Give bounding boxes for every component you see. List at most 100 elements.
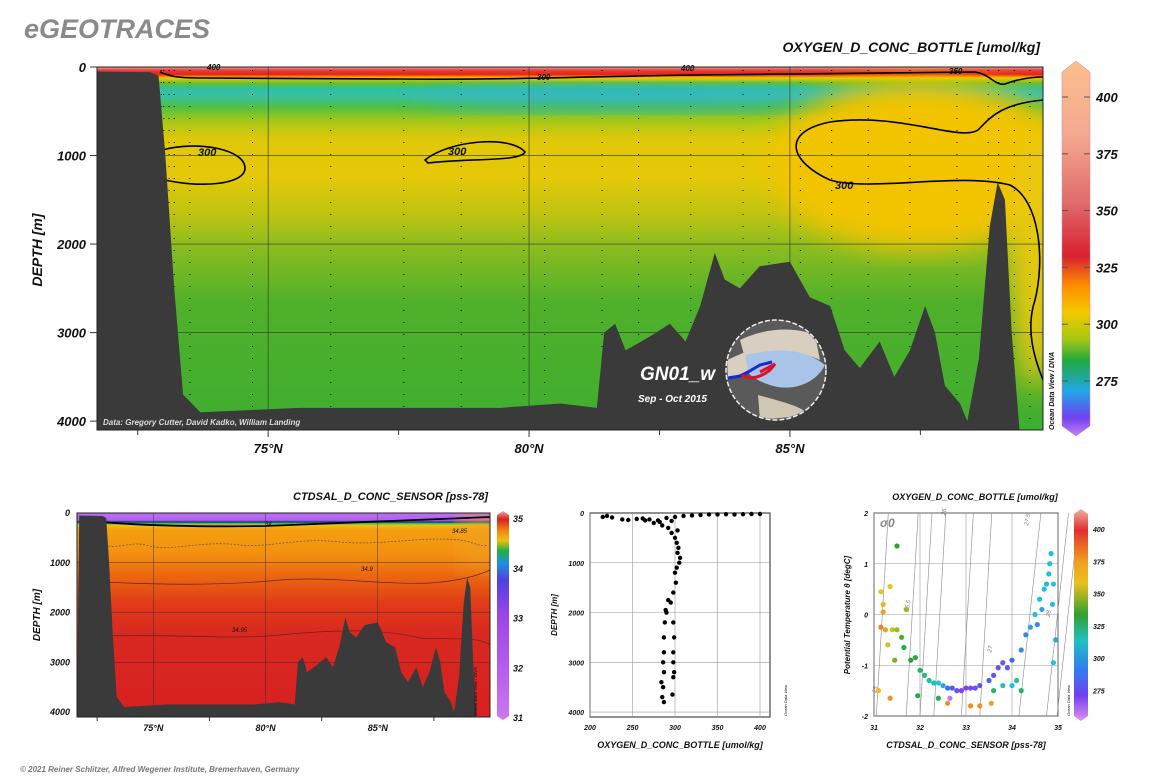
isopycnal-line bbox=[1046, 512, 1069, 717]
contour-label: 400 bbox=[680, 64, 695, 73]
data-point bbox=[887, 695, 893, 701]
isopycnal-line bbox=[919, 512, 933, 717]
axis-ticks: 75°N 80°N 85°N 0 1000 2000 3000 4000 bbox=[56, 60, 921, 456]
data-point bbox=[698, 512, 703, 518]
contour-34-9 bbox=[104, 569, 490, 585]
data-point bbox=[669, 518, 674, 524]
data-point bbox=[677, 560, 682, 565]
contour-label: 300 bbox=[448, 146, 467, 158]
data-point bbox=[675, 550, 680, 556]
data-point bbox=[666, 525, 671, 531]
data-point bbox=[1027, 624, 1033, 630]
data-point bbox=[899, 634, 905, 640]
data-point bbox=[670, 692, 675, 697]
data-point bbox=[604, 513, 610, 519]
data-point bbox=[876, 688, 882, 694]
data-credit: Data: Gregory Cutter, David Kadko, Willi… bbox=[103, 418, 300, 427]
data-point bbox=[892, 657, 898, 663]
data-point bbox=[659, 679, 664, 685]
data-point bbox=[689, 513, 695, 518]
ts-points bbox=[876, 543, 1059, 709]
colorbar-tick: 325 bbox=[1093, 624, 1105, 631]
plot-frame bbox=[76, 512, 491, 718]
data-point bbox=[671, 620, 676, 625]
data-point bbox=[671, 635, 677, 640]
ts-diagram-plot: OXYGEN_D_CONC_BOTTLE [umol/kg] 25 25.5 26 2… bbox=[843, 492, 1105, 750]
data-point bbox=[878, 589, 884, 595]
data-point bbox=[1009, 657, 1015, 663]
data-point bbox=[671, 670, 677, 675]
colorbar-tick: 325 bbox=[1096, 260, 1118, 275]
data-point bbox=[880, 601, 886, 607]
data-point bbox=[669, 530, 674, 536]
data-point bbox=[1049, 601, 1056, 607]
data-point bbox=[940, 682, 946, 689]
isopycnal-line bbox=[905, 512, 919, 717]
data-point bbox=[1037, 596, 1043, 602]
data-point bbox=[673, 580, 679, 585]
data-point bbox=[878, 624, 884, 630]
data-point bbox=[1053, 637, 1059, 643]
data-point bbox=[643, 518, 648, 523]
track-east-icon bbox=[741, 362, 777, 380]
y-tick-label: 2000 bbox=[567, 611, 584, 618]
contour-label: 300 bbox=[835, 180, 854, 192]
high-oxygen-blob bbox=[770, 80, 1043, 250]
data-point bbox=[1039, 606, 1045, 613]
data-point bbox=[674, 540, 679, 546]
data-point bbox=[977, 703, 983, 709]
y-tick-label: 0 bbox=[864, 613, 868, 620]
x-tick-label: 31 bbox=[870, 725, 878, 732]
data-point bbox=[757, 511, 763, 517]
contour-label: 300 bbox=[198, 147, 217, 159]
data-point bbox=[880, 609, 886, 615]
data-point bbox=[1000, 682, 1006, 689]
colorbar-tick: 33 bbox=[513, 614, 523, 624]
data-point bbox=[1018, 688, 1024, 694]
y-tick-label: 4000 bbox=[56, 414, 87, 429]
data-point bbox=[1043, 581, 1050, 587]
data-point bbox=[1050, 581, 1056, 587]
x-tick-label: 350 bbox=[712, 725, 724, 732]
data-point bbox=[991, 672, 997, 679]
data-point bbox=[706, 512, 712, 517]
colorbar-tick: 300 bbox=[1096, 317, 1118, 332]
data-point bbox=[715, 512, 720, 517]
data-point bbox=[963, 685, 969, 691]
data-point bbox=[666, 597, 671, 603]
colorbar-tick: 350 bbox=[1093, 592, 1105, 599]
colorbar-tick: 375 bbox=[1093, 559, 1105, 566]
copyright: © 2021 Reiner Schlitzer, Alfred Wegener … bbox=[20, 765, 300, 774]
data-point bbox=[657, 519, 662, 525]
isopycnal-line bbox=[1018, 512, 1042, 717]
data-point bbox=[664, 515, 669, 521]
isopycnal-label: 25.5 bbox=[904, 599, 912, 613]
data-point bbox=[935, 695, 942, 701]
y-axis-label: DEPTH [m] bbox=[32, 588, 43, 641]
data-point bbox=[972, 685, 978, 691]
data-point bbox=[626, 517, 631, 523]
y-tick-label: 3000 bbox=[568, 660, 584, 667]
data-point bbox=[634, 516, 639, 522]
data-point bbox=[949, 685, 955, 691]
salinity-section-plot: CTDSAL_D_CONC_SENSOR [pss-78] 34 34.85 3… bbox=[32, 491, 524, 733]
x-tick-label: 400 bbox=[753, 725, 766, 732]
x-tick-label: 75°N bbox=[254, 441, 284, 456]
x-tick-label: 85°N bbox=[775, 441, 805, 456]
contour-300-loop-east bbox=[795, 99, 1043, 381]
data-point bbox=[915, 693, 921, 699]
colorbar-tick: 35 bbox=[513, 514, 524, 524]
data-point bbox=[894, 627, 900, 633]
data-point bbox=[1034, 622, 1040, 628]
data-point bbox=[663, 607, 668, 613]
low-oxygen-band bbox=[420, 84, 820, 112]
axis-ticks: 0 1000 2000 3000 4000 200 250 300 350 400 bbox=[567, 511, 766, 732]
contour-34 bbox=[99, 516, 490, 528]
data-point bbox=[954, 688, 960, 694]
isopycnal-label: 26 bbox=[941, 508, 948, 517]
bathymetry bbox=[77, 515, 477, 717]
contour-label: 34.9 bbox=[361, 567, 373, 573]
data-point bbox=[931, 680, 937, 686]
data-point bbox=[977, 682, 983, 689]
data-point bbox=[674, 565, 679, 570]
